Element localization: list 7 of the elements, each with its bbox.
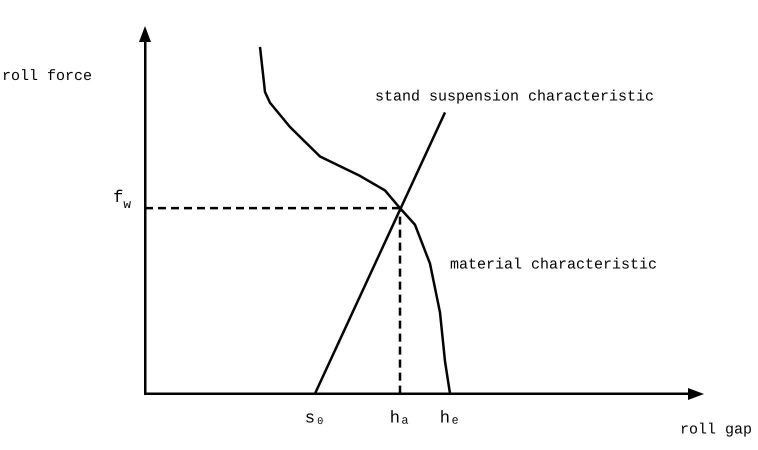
x-axis-title: roll gap: [680, 422, 752, 439]
x-tick-label: hₑ: [440, 409, 460, 428]
x-tick-label: hₐ: [390, 409, 410, 428]
series-label: material characteristic: [450, 256, 658, 274]
y-axis-title: roll force: [2, 68, 92, 85]
x-tick-label: s₀: [304, 409, 326, 428]
text: stand suspension characteristic: [375, 88, 654, 106]
